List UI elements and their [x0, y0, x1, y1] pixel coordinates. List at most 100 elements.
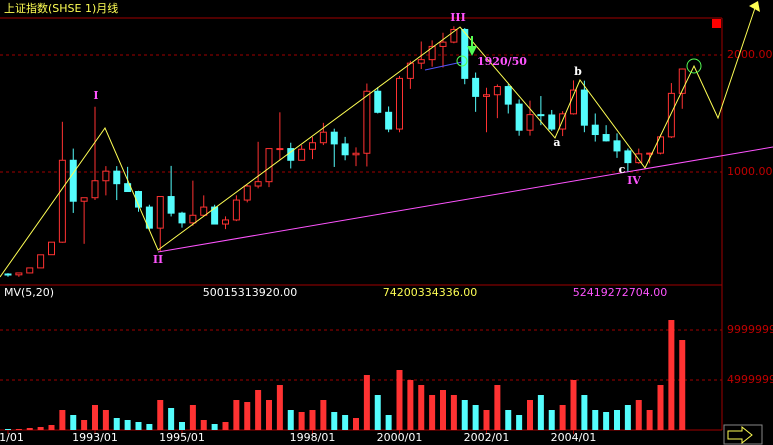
volume-bar	[624, 405, 631, 430]
candle-body	[37, 254, 45, 269]
corner-marker	[712, 19, 721, 28]
candle-body	[265, 148, 273, 183]
candle-body	[591, 124, 599, 136]
scroll-arrow[interactable]	[727, 425, 753, 445]
candle-body	[48, 241, 55, 256]
indicator-values: 50015313920.00 74200334336.00 52419272704.…	[203, 286, 667, 299]
grid: 2000.00 1000.00 91/01 1993/01 1995/01 1998/01…	[0, 48, 773, 444]
volume-bar	[179, 422, 185, 430]
volume-bar	[505, 410, 512, 430]
candle-body	[504, 86, 512, 105]
candle-body	[396, 77, 403, 130]
volume-bar	[233, 400, 240, 430]
volume-bar	[168, 408, 175, 430]
candle-body	[439, 41, 447, 47]
y-tick-label: 49999998	[727, 373, 773, 386]
candle-body	[374, 90, 382, 113]
volume-bar	[331, 412, 338, 430]
x-tick-label: 2004/01	[551, 431, 597, 444]
candle-body	[254, 181, 262, 187]
candle-body	[243, 185, 251, 201]
volume-bar	[537, 395, 544, 430]
volume-bar	[385, 415, 392, 430]
indicator-value: 52419272704.00	[573, 286, 667, 299]
candle-body	[189, 214, 197, 224]
candle-body	[276, 148, 284, 151]
volume-bar	[353, 418, 359, 430]
candle-body	[69, 159, 77, 202]
volume-bar	[5, 429, 11, 430]
candle-body	[352, 152, 360, 156]
volume-bar	[461, 400, 468, 430]
volume-bar	[374, 395, 381, 430]
candle-body	[113, 170, 121, 185]
volume-bar	[81, 420, 88, 430]
candle-body	[428, 45, 436, 61]
volume-bar	[276, 385, 283, 430]
volume-bar	[15, 429, 22, 430]
volume-bar	[483, 410, 490, 430]
volume-bar	[407, 380, 414, 430]
chart-title: 上证指数(SHSE 1)月线	[4, 1, 118, 15]
volume-bar	[309, 410, 316, 430]
volume-bar	[363, 375, 370, 430]
volume-bar	[48, 425, 55, 430]
x-tick-label: 1998/01	[290, 431, 336, 444]
volume-bar	[668, 320, 675, 430]
volume-bar	[124, 420, 131, 430]
candle-body	[145, 206, 153, 229]
wave-label: b	[574, 65, 582, 78]
y-tick-label: 1000.00	[727, 165, 773, 178]
candle-body	[363, 90, 371, 154]
volume-bar	[342, 415, 349, 430]
volume-bar	[516, 415, 523, 430]
volume-bar	[211, 424, 218, 430]
blue-line	[424, 61, 463, 71]
candle-body	[26, 267, 34, 274]
volume-bar	[570, 380, 577, 430]
volume-bar	[548, 410, 555, 430]
green-arrow	[467, 46, 477, 56]
candle-body	[330, 131, 338, 145]
wave-labels: I II III IV a b c 1920/50	[93, 11, 641, 266]
indicator-name: MV(5,20)	[4, 286, 54, 299]
volume-bar	[646, 410, 653, 430]
volume-bar	[287, 410, 294, 430]
wave-drawing	[0, 1, 773, 278]
candle-body	[570, 89, 577, 115]
volume-bar	[592, 410, 599, 430]
x-tick-label: 1993/01	[72, 431, 118, 444]
volume-bar	[102, 410, 109, 430]
candle-body	[102, 170, 110, 182]
volume-bar	[298, 412, 305, 430]
candle-body	[483, 94, 490, 97]
candle-body	[450, 28, 458, 43]
candle-body	[178, 212, 186, 224]
candle-body	[4, 273, 12, 276]
candle-body	[580, 89, 588, 126]
candle-body	[232, 199, 240, 221]
candle-body	[167, 196, 175, 214]
volume-bar	[429, 395, 436, 430]
candle-body	[548, 114, 556, 130]
scroll-button[interactable]	[723, 424, 763, 445]
volume-bar	[200, 420, 207, 430]
volume-bar	[396, 370, 403, 430]
volume-bar	[189, 405, 196, 430]
candle-body	[309, 142, 316, 150]
marker-circle	[456, 55, 468, 67]
candle-body	[156, 196, 164, 229]
wave-label: II	[153, 253, 163, 266]
candle-body	[537, 114, 545, 117]
indicator-value: 74200334336.00	[383, 286, 477, 299]
volume-bar	[472, 405, 479, 430]
candle-body	[613, 140, 621, 152]
candle-body	[602, 134, 610, 142]
x-tick-label: 1995/01	[159, 431, 205, 444]
volume-bar	[135, 422, 142, 430]
volume-bar	[450, 395, 457, 430]
volume-bar	[113, 418, 120, 430]
candle-body	[319, 131, 327, 144]
